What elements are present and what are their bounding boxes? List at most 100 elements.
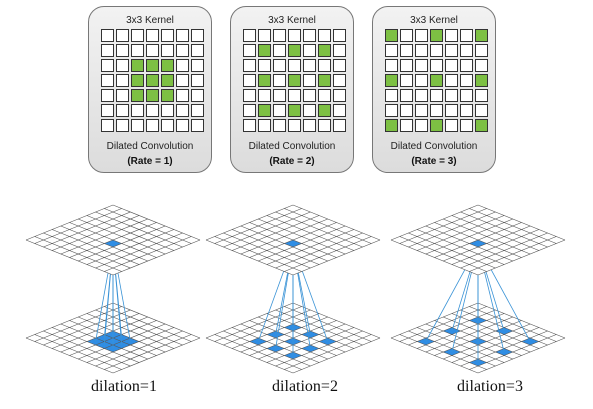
dilation-label-1: dilation=1 [91,378,157,395]
kernel-title: 3x3 Kernel [410,15,458,26]
kernel-panel-rate-3: 3x3 Kernel Dilated Convolution (Rate = 3… [372,6,496,173]
kernel-cell-active [146,59,159,72]
kernel-cell [191,29,204,42]
kernel-cell-active [318,74,331,87]
kernel-cell [303,104,316,117]
input-layer-1-grid-line [43,330,131,367]
kernel-rate: (Rate = 1) [127,156,173,167]
output-layer-2-grid-line [205,239,294,276]
input-layer-2-grid-line [284,334,372,370]
kernel-cell [161,29,174,42]
output-layer-2-grid-line [249,222,337,258]
input-layer-1-grid-line [95,330,183,367]
kernel-cell [333,104,346,117]
kernel-cell [400,104,413,117]
kernel-cell [460,119,473,132]
kernel-cell [400,89,413,102]
output-layer-1-grid-line [112,239,201,276]
input-layer-3-grid-line [477,337,566,374]
input-layer-2-grid-line [258,323,346,360]
kernel-cell-active [161,89,174,102]
input-layer-1-grid-line [34,334,122,370]
kernel-cell [131,104,144,117]
kernel-cell [303,74,316,87]
kernel-title: 3x3 Kernel [268,15,316,26]
input-layer-2-grid-line [231,327,320,363]
kernel-cell [445,59,458,72]
kernel-cell [445,119,458,132]
kernel-cell [161,119,174,132]
output-layer-3-grid-line [469,236,557,272]
kernel-cell-active [430,119,443,132]
kernel-panel-rate-1: 3x3 Kernel Dilated Convolution (Rate = 1… [88,6,212,173]
kernel-cell [475,44,488,57]
kernel-cell [318,89,331,102]
kernel-cell [243,29,256,42]
kernel-cell [460,74,473,87]
kernel-cell [303,89,316,102]
kernel-cell [176,29,189,42]
output-layer-2-grid-line [292,239,381,276]
kernel-cell [101,119,114,132]
kernel-cell [131,119,144,132]
kernel-cell [161,104,174,117]
input-layer-2-grid-line [240,323,328,360]
output-layer-2-grid-line [214,236,302,272]
output-layer-1-grid-line [25,239,114,276]
kernel-cell-active [318,104,331,117]
output-layer-2-grid-line [258,225,346,262]
kernel-cell [318,29,331,42]
kernel-cell [116,44,129,57]
kernel-panel-rate-2: 3x3 Kernel Dilated Convolution (Rate = 2… [230,6,354,173]
kernel-cell-active [385,29,398,42]
kernel-cell [445,74,458,87]
output-layer-1-grid-line [78,225,166,262]
kernel-cell [176,74,189,87]
kernel-cell [101,44,114,57]
kernel-cell-active [131,59,144,72]
kernel-cell [460,44,473,57]
input-layer-2-grid-line [205,337,294,374]
kernel-cell [101,74,114,87]
input-layer-2-grid-line [214,334,302,370]
kernel-grid [385,29,488,132]
kernel-cell-active [258,104,271,117]
input-layer-1-grid-line [112,337,201,374]
kernel-cell [400,29,413,42]
kernel-cell [101,59,114,72]
kernel-cell [475,89,488,102]
kernel-cell [400,59,413,72]
kernel-cell [191,89,204,102]
kernel-cell [303,59,316,72]
kernel-cell [318,59,331,72]
kernel-cell-active [258,44,271,57]
dilation-label-2: dilation=2 [272,378,338,395]
kernel-cell [161,44,174,57]
kernel-cell [415,29,428,42]
kernel-caption: Dilated Convolution [390,141,478,152]
kernel-cell [333,119,346,132]
kernel-grid [101,29,204,132]
kernel-cell [445,89,458,102]
kernel-cell [258,59,271,72]
kernel-cell-active [385,119,398,132]
kernel-cell [475,59,488,72]
kernel-cell [460,29,473,42]
kernel-cell [415,89,428,102]
kernel-cell-active [146,89,159,102]
kernel-cell [191,59,204,72]
kernel-cell [318,119,331,132]
output-layer-3-grid-line [425,225,513,262]
kernel-cell-active [475,119,488,132]
kernel-cell-active [161,74,174,87]
input-layer-3-grid-line [425,323,513,360]
kernel-cell [273,74,286,87]
input-layer-1-grid-line [104,334,192,370]
output-layer-2-grid-line [266,229,355,265]
kernel-cell [131,29,144,42]
kernel-cell [258,89,271,102]
kernel-cell [131,44,144,57]
input-layer-3-grid-line [443,323,531,360]
output-layer-1-grid-line [51,229,140,265]
